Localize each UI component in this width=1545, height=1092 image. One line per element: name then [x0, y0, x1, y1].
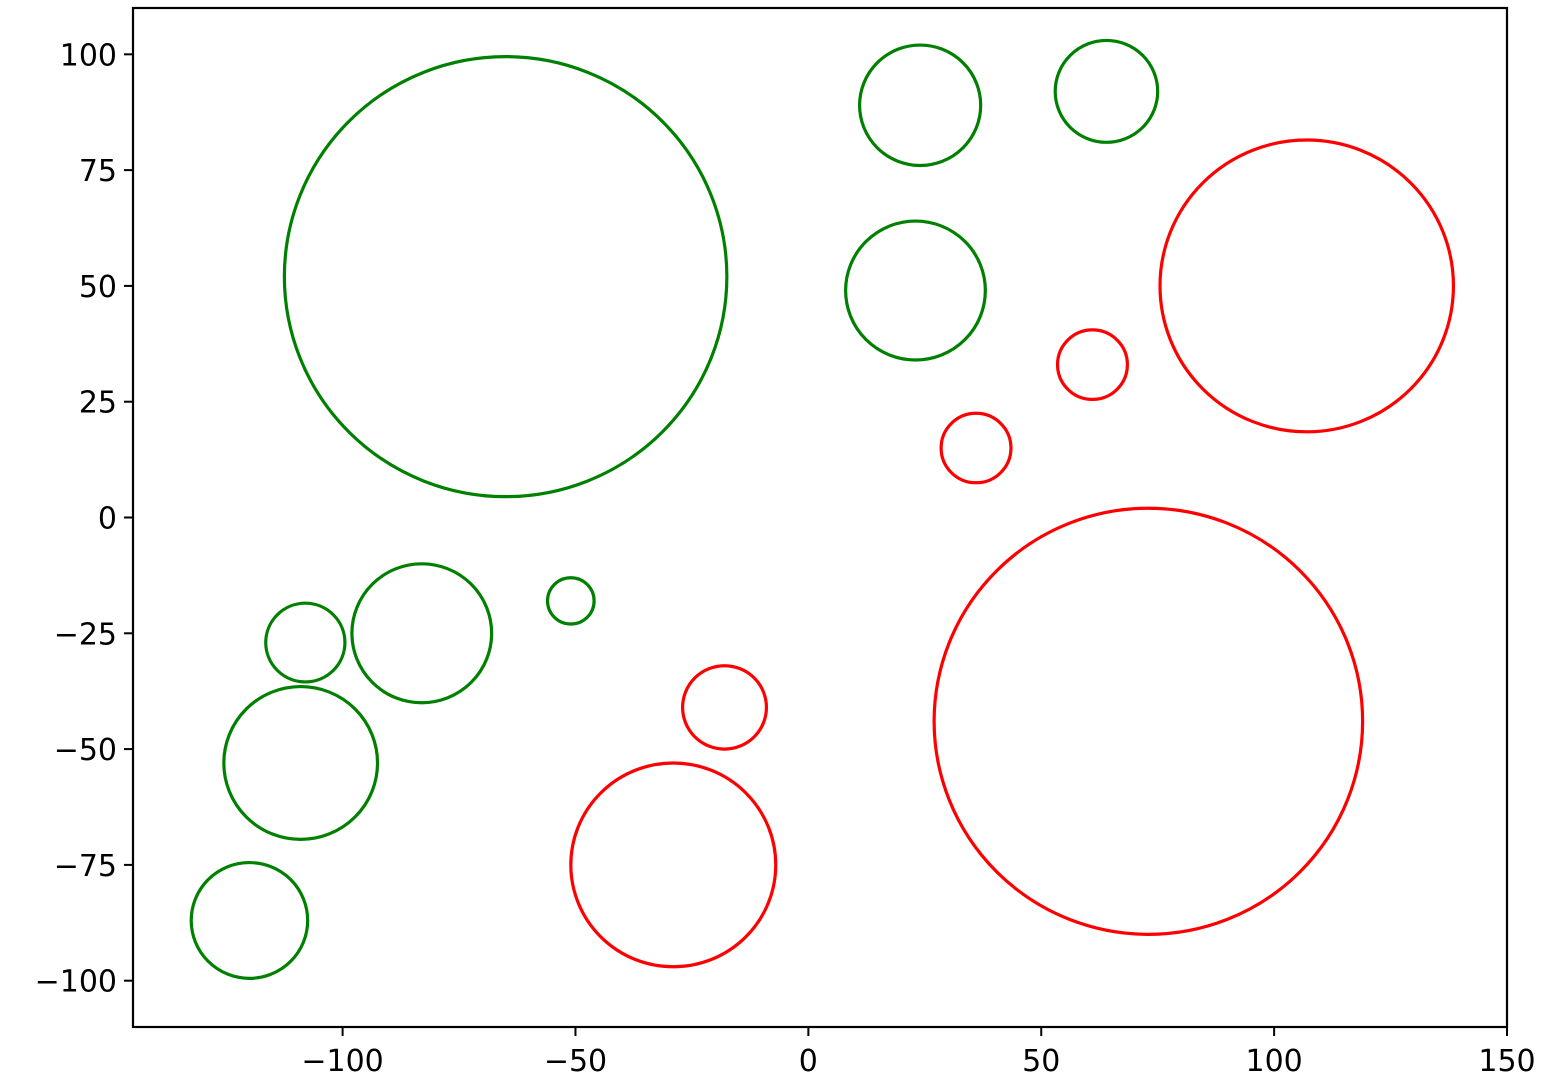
x-axis: −100 −50 0 50 100 150	[301, 1027, 1536, 1079]
circle-point	[222, 684, 380, 842]
circle-point	[264, 601, 347, 684]
x-tick-label: 50	[1022, 1044, 1060, 1079]
series-0	[189, 38, 1160, 980]
circle-point	[350, 562, 494, 705]
x-tick-label: 100	[1245, 1044, 1302, 1079]
y-tick-label: −50	[54, 733, 117, 768]
y-tick-label: −100	[35, 965, 117, 1000]
y-axis: −100 −75 −50 −25 0 25 50 75 100	[35, 38, 133, 1000]
circle-point	[844, 219, 987, 362]
circle-point	[1053, 38, 1160, 144]
circle-point	[282, 55, 729, 499]
circle-point	[189, 860, 310, 980]
series-1	[569, 138, 1456, 969]
y-tick-label: 0	[98, 502, 117, 537]
circle-point	[939, 411, 1013, 485]
y-tick-label: −25	[54, 617, 117, 652]
circle-point	[680, 664, 769, 751]
y-tick-label: 75	[79, 154, 117, 189]
x-tick-label: 0	[799, 1044, 818, 1079]
circle-point	[857, 43, 983, 168]
circle-point	[545, 576, 596, 626]
x-tick-label: 150	[1478, 1044, 1535, 1079]
y-tick-label: −75	[54, 849, 117, 884]
circle-point	[932, 506, 1365, 936]
y-tick-label: 50	[79, 270, 117, 305]
circle-point	[1055, 328, 1130, 401]
y-tick-label: 25	[79, 386, 117, 421]
circle-point	[1158, 138, 1456, 434]
chart-marks	[189, 38, 1456, 980]
x-tick-label: −100	[301, 1044, 383, 1079]
x-tick-label: −50	[544, 1044, 607, 1079]
plot-frame	[131, 6, 1509, 1029]
y-tick-label: 100	[60, 38, 117, 73]
circle-point	[569, 761, 778, 969]
